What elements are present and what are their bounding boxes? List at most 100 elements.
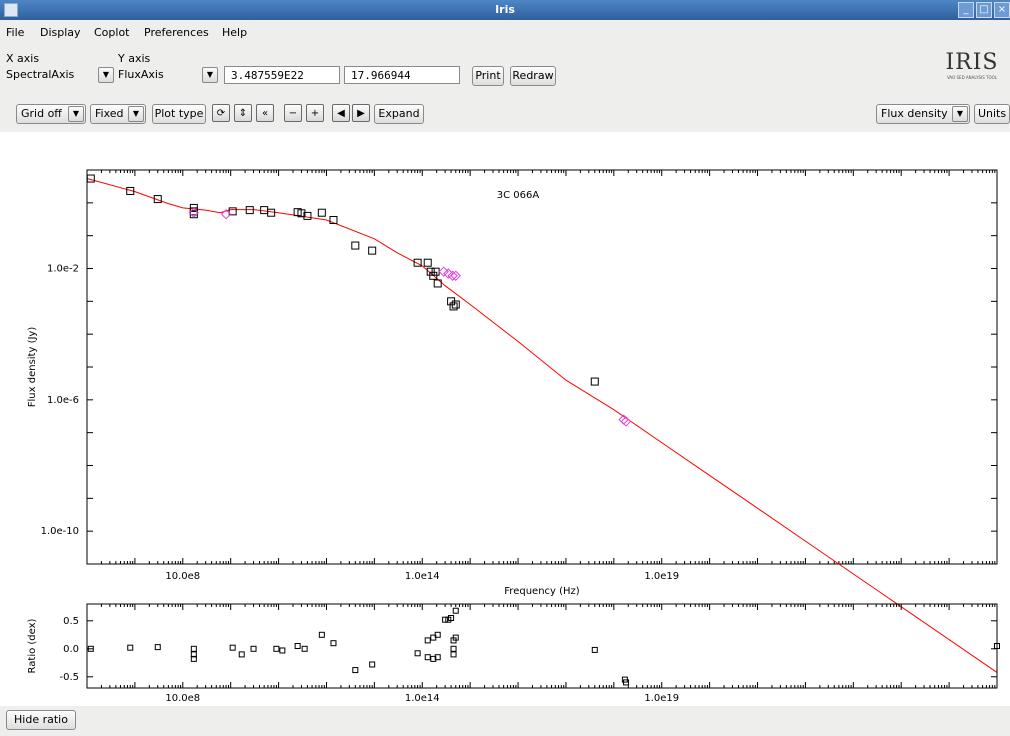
- data-point: [126, 186, 135, 195]
- data-point: [413, 258, 422, 267]
- data-point: [449, 302, 458, 311]
- close-icon[interactable]: ×: [994, 2, 1010, 18]
- ratio-point: [229, 644, 236, 651]
- zoom-out-icon[interactable]: −: [284, 104, 302, 122]
- ratio-point: [352, 667, 359, 674]
- main-plot-frame: [86, 169, 998, 565]
- ratio-point: [279, 647, 286, 654]
- ratio-y-axis-title: Ratio (dex): [27, 618, 38, 673]
- magenta-data-point: [443, 268, 454, 279]
- print-button[interactable]: Print: [472, 66, 504, 86]
- ratio-point: [452, 607, 459, 614]
- redraw-button[interactable]: Redraw: [510, 66, 556, 86]
- menu-display[interactable]: Display: [40, 26, 81, 39]
- x-range-field[interactable]: 3.487559E22: [224, 66, 340, 84]
- scale-dropdown-icon[interactable]: ▼: [128, 106, 144, 122]
- y-range-field[interactable]: 17.966944: [344, 66, 460, 84]
- data-point: [329, 216, 338, 225]
- data-point: [153, 195, 162, 204]
- data-point: [431, 267, 440, 276]
- data-point: [451, 300, 460, 309]
- arrow-left-icon[interactable]: ◀: [332, 104, 350, 122]
- data-point: [297, 209, 306, 218]
- pan-left-icon[interactable]: «: [256, 104, 274, 122]
- ratio-point: [623, 679, 630, 686]
- menu-preferences[interactable]: Preferences: [144, 26, 209, 39]
- ratio-point: [330, 640, 337, 647]
- x-axis-label: X axis: [6, 52, 40, 65]
- ratio-point: [369, 661, 376, 668]
- ratio-y-tick-label: -0.5: [59, 672, 79, 683]
- y-axis-title: Flux density (Jy): [27, 327, 38, 408]
- ratio-point: [190, 645, 197, 652]
- zoom-in-icon[interactable]: +: [306, 104, 324, 122]
- bottom-bar: Hide ratio: [0, 706, 1010, 736]
- x-axis-dropdown[interactable]: ▼: [98, 67, 114, 83]
- data-point: [590, 377, 599, 386]
- data-point: [317, 208, 326, 217]
- ratio-point: [450, 645, 457, 652]
- flux-density-label: Flux density: [881, 107, 948, 120]
- ratio-point: [448, 615, 455, 621]
- data-point: [426, 267, 435, 276]
- ratio-x-tick-label: 10.0e8: [165, 693, 200, 704]
- maximize-icon[interactable]: □: [976, 2, 992, 18]
- menu-help[interactable]: Help: [222, 26, 248, 39]
- magenta-data-point: [620, 416, 632, 427]
- arrow-right-icon[interactable]: ▶: [352, 104, 370, 122]
- ratio-point: [434, 654, 441, 661]
- plot-toolbar: Grid off ▼ Fixed ▼ Plot type ⟳ ⇕ « − + ◀…: [0, 96, 1010, 132]
- magenta-data-point: [188, 207, 200, 218]
- plot-area[interactable]: 10.0e8 1.0e14 1.0e19 1.0e-2 1.0e-6 1.0e-10 Fre…: [0, 132, 1010, 706]
- java-app-icon: [4, 3, 18, 17]
- x-tick-label: 1.0e14: [405, 571, 440, 582]
- data-point: [368, 246, 377, 255]
- ratio-point: [190, 651, 197, 658]
- expand-button[interactable]: Expand: [374, 104, 424, 124]
- hide-ratio-button[interactable]: Hide ratio: [6, 710, 76, 730]
- ratio-point: [238, 651, 245, 658]
- ratio-x-tick-label: 1.0e14: [405, 693, 440, 704]
- sed-plot[interactable]: 10.0e8 1.0e14 1.0e19 1.0e-2 1.0e-6 1.0e-10 Fre…: [0, 132, 1010, 706]
- y-axis-dropdown[interactable]: ▼: [202, 67, 218, 83]
- grid-dropdown-icon[interactable]: ▼: [68, 106, 84, 122]
- units-button[interactable]: Units: [974, 104, 1010, 124]
- ratio-point: [318, 631, 325, 638]
- ratio-point: [442, 616, 449, 623]
- y-axis-label: Y axis: [118, 52, 151, 65]
- ratio-point: [994, 643, 1000, 649]
- data-point: [228, 207, 237, 216]
- iris-logo: IRIS VAO SED ANALYSIS TOOL: [945, 50, 999, 80]
- fit-icon[interactable]: ⇕: [234, 104, 252, 122]
- refresh-icon[interactable]: ⟳: [212, 104, 230, 122]
- menu-bar: File Display Coplot Preferences Help: [0, 20, 1010, 44]
- scale-combo-label: Fixed: [95, 107, 124, 120]
- ratio-point: [414, 650, 421, 657]
- y-tick-label: 1.0e-10: [41, 526, 79, 537]
- ratio-plot-frame: [86, 603, 998, 689]
- ratio-y-tick-label: 0.0: [63, 644, 79, 655]
- flux-dropdown-icon[interactable]: ▼: [952, 106, 968, 122]
- y-tick-label: 1.0e-2: [47, 264, 79, 275]
- x-axis-value: SpectralAxis: [6, 68, 75, 81]
- ratio-point: [190, 655, 197, 662]
- y-axis-value: FluxAxis: [118, 68, 164, 81]
- ratio-y-tick-label: 0.5: [63, 616, 79, 627]
- ratio-point: [127, 644, 134, 651]
- ratio-point: [250, 645, 257, 652]
- menu-coplot[interactable]: Coplot: [94, 26, 130, 39]
- x-tick-label: 1.0e19: [644, 571, 679, 582]
- x-axis-title: Frequency (Hz): [504, 586, 580, 597]
- flux-density-combo[interactable]: Flux density: [876, 104, 970, 124]
- ratio-point: [430, 655, 437, 662]
- minimize-icon[interactable]: _: [958, 2, 974, 18]
- ratio-x-tick-label: 1.0e19: [644, 693, 679, 704]
- ratio-point: [87, 645, 94, 652]
- magenta-data-point: [450, 270, 461, 281]
- plot-type-button[interactable]: Plot type: [152, 104, 206, 124]
- data-point: [423, 258, 432, 267]
- data-point: [303, 211, 312, 220]
- menu-file[interactable]: File: [6, 26, 25, 39]
- grid-combo-label: Grid off: [21, 107, 62, 120]
- window-titlebar[interactable]: Iris _ □ ×: [0, 0, 1010, 20]
